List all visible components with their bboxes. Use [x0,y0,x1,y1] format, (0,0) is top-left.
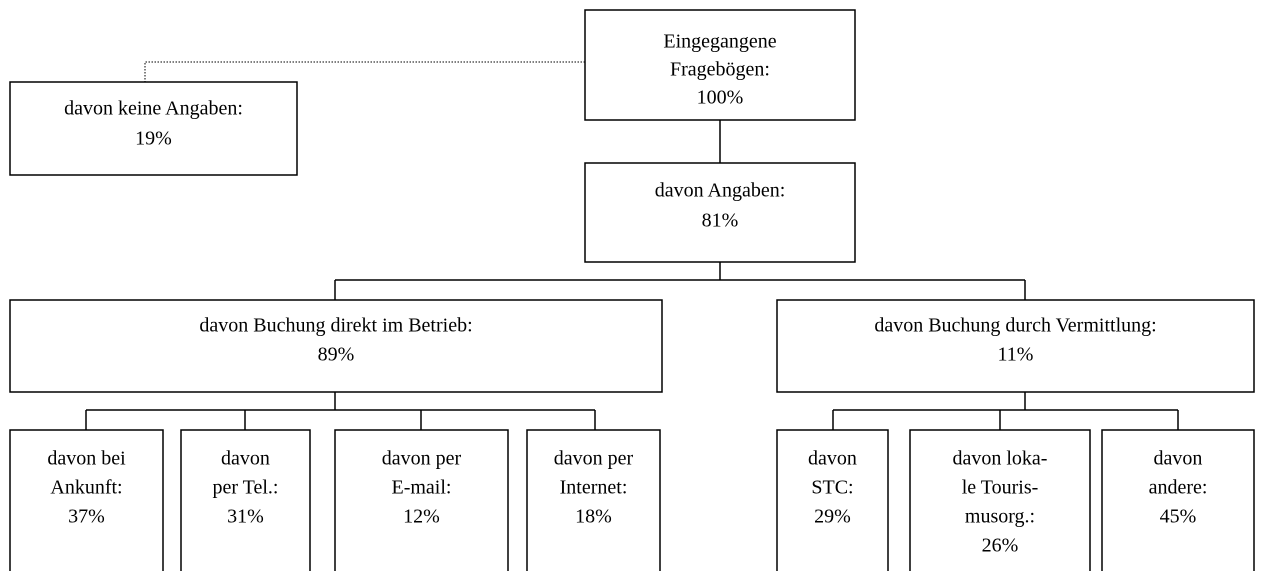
node-label: per Tel.: [213,477,279,499]
dotted-connector [144,61,585,82]
node-label: davon per [554,448,634,470]
node-label: andere: [1149,477,1208,499]
node-label: 26% [982,535,1019,557]
node-label: davon Buchung direkt im Betrieb: [199,315,472,337]
node-label: davon keine Angaben: [64,98,243,120]
node-box [9,429,164,571]
node-label: Internet: [560,477,628,499]
node-box [334,429,509,571]
node-label: musorg.: [965,506,1035,528]
node-label: davon per [382,448,462,470]
node-box [584,9,856,121]
node-box [1101,429,1255,571]
node-label: Eingegangene [663,31,776,53]
node-label: le Touris- [962,477,1039,499]
node-label: 11% [998,344,1034,366]
node-label: davon loka- [953,448,1048,470]
node-box [9,299,663,393]
node-box [909,429,1091,571]
node-label: STC: [811,477,853,499]
node-box [9,81,298,176]
connector [334,120,1026,300]
node-label: 31% [227,506,264,528]
node-label: davon [221,448,270,470]
node-label: 19% [135,128,172,150]
node-label: 89% [318,344,355,366]
connector [85,392,596,430]
node-box [776,299,1255,393]
node-box [776,429,889,571]
node-box [180,429,311,571]
node-label: 18% [575,506,612,528]
node-box [584,162,856,263]
node-label: E-mail: [392,477,452,499]
node-label: 29% [814,506,851,528]
node-label: davon bei [47,448,126,470]
node-label: Fragebögen: [670,59,770,81]
connector [832,392,1179,430]
node-label: davon Angaben: [655,180,786,202]
node-label: 81% [702,210,739,232]
node-label: Ankunft: [50,477,122,499]
node-label: 37% [68,506,105,528]
node-box [526,429,661,571]
node-label: davon [1154,448,1203,470]
node-label: davon Buchung durch Vermittlung: [874,315,1156,337]
node-label: 45% [1160,506,1197,528]
node-label: davon [808,448,857,470]
node-label: 12% [403,506,440,528]
node-label: 100% [697,87,744,109]
